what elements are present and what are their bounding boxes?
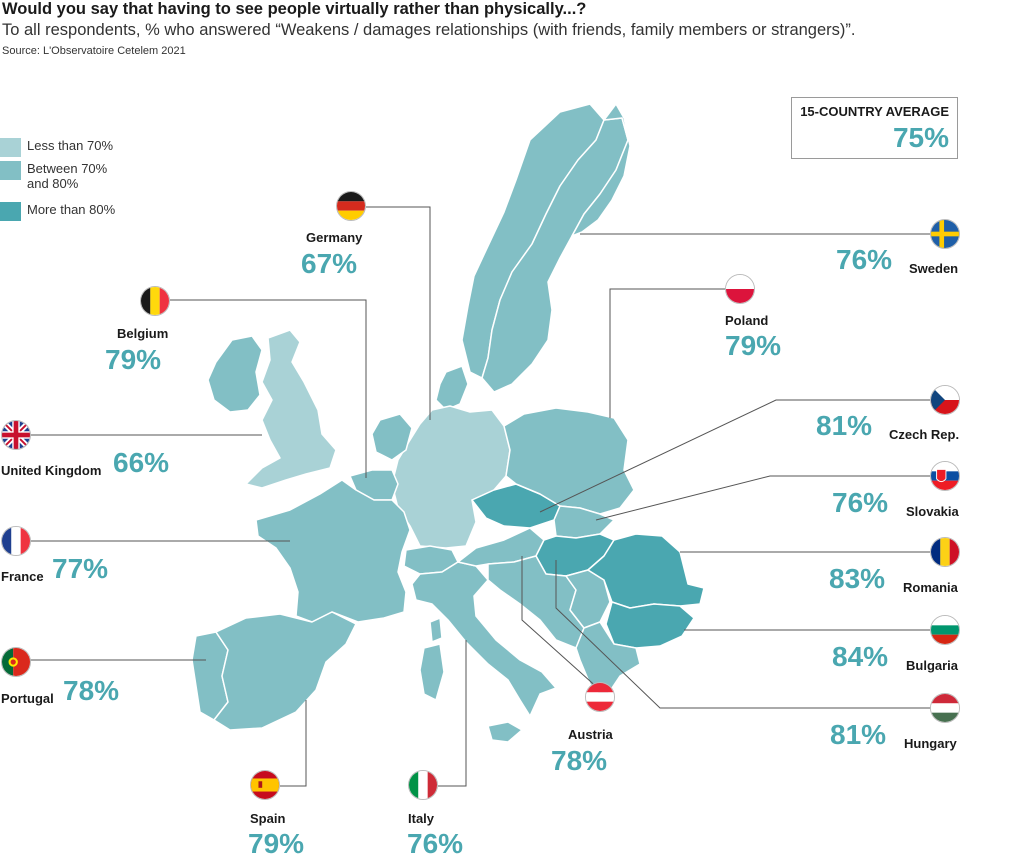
italy-flag-icon (408, 770, 438, 800)
legend-item-low: Less than 70% (0, 138, 113, 157)
greece-shape (575, 621, 641, 701)
poland-value: 79% (725, 330, 782, 361)
romania-value: 83% (829, 563, 886, 594)
leader-belgium (170, 299, 367, 478)
leader-italy (438, 640, 467, 787)
leader-poland (609, 288, 725, 418)
legend-swatch-mid (0, 161, 21, 180)
spain-name: Spain (250, 811, 286, 826)
poland-shape (503, 407, 635, 515)
sweden-name: Sweden (909, 261, 959, 276)
legend-label-mid-line1: Between 70% (27, 161, 108, 176)
bulgaria-shape (605, 601, 695, 649)
spain-value: 79% (248, 828, 305, 859)
legend-label-high: More than 80% (27, 202, 116, 217)
bulgaria-name: Bulgaria (906, 658, 959, 673)
uk-shape (245, 329, 337, 489)
bulgaria-flag-icon (930, 615, 960, 645)
uk-value: 66% (113, 447, 170, 478)
legend-label-mid: Between 70% and 80% (27, 161, 107, 191)
uk-flag-icon (1, 420, 31, 450)
italy-shape (411, 561, 557, 717)
leader-hungary (555, 560, 930, 709)
average-value: 75% (892, 122, 949, 153)
sardinia-shape (419, 643, 445, 701)
sweden-flag-icon (930, 219, 960, 249)
sicily-shape (487, 721, 523, 743)
spain-shape (213, 611, 357, 731)
denmark-shape (435, 365, 469, 411)
slovakia-name: Slovakia (906, 504, 959, 519)
chart-subtitle: To all respondents, % who answered “Weak… (2, 21, 856, 39)
leader-czech (539, 399, 930, 513)
legend-label-mid-line2: and 80% (27, 176, 79, 191)
legend-item-high: More than 80% (0, 202, 115, 221)
germany-name: Germany (306, 230, 363, 245)
austria-flag-icon (585, 682, 615, 712)
bulgaria-value: 84% (832, 641, 889, 672)
poland-name: Poland (725, 313, 769, 328)
portugal-flag-icon (1, 647, 31, 677)
legend-item-mid: Between 70% and 80% (0, 161, 107, 191)
poland-flag-icon (725, 274, 755, 304)
corsica-shape (429, 617, 443, 643)
average-label: 15-COUNTRY AVERAGE (800, 104, 949, 119)
italy-name: Italy (408, 811, 435, 826)
uk-name: United Kingdom (1, 463, 102, 478)
leader-germany (366, 206, 431, 420)
leader-austria (521, 556, 601, 691)
leader-slovakia (595, 475, 930, 521)
germany-shape (391, 405, 511, 549)
slovakia-value: 76% (832, 487, 889, 518)
italy-value: 76% (407, 828, 464, 859)
france-name: France (1, 569, 44, 584)
slovakia-flag-icon (930, 461, 960, 491)
france-flag-icon (1, 526, 31, 556)
france-shape (255, 479, 411, 623)
leader-spain (280, 700, 307, 787)
portugal-name: Portugal (1, 691, 54, 706)
average-box: 15-COUNTRY AVERAGE 75% (791, 97, 958, 159)
chart-source: Source: L'Observatoire Cetelem 2021 (2, 45, 186, 57)
leader-lines (30, 206, 944, 787)
czech-name: Czech Rep. (889, 427, 960, 442)
germany-value: 67% (301, 248, 358, 279)
hungary-name: Hungary (904, 736, 957, 751)
belgium-flag-icon (140, 286, 170, 316)
legend-label-low: Less than 70% (27, 138, 114, 153)
spain-flag-icon (250, 770, 280, 800)
ireland-shape (207, 335, 263, 413)
chart-title: Would you say that having to see people … (2, 0, 587, 18)
belgium-name: Belgium (117, 326, 169, 341)
belgium-value: 79% (105, 344, 162, 375)
legend-swatch-low (0, 138, 21, 157)
romania-name: Romania (903, 580, 958, 595)
france-value: 77% (52, 553, 109, 584)
legend-swatch-high (0, 202, 21, 221)
romania-flag-icon (930, 537, 960, 567)
sweden-value: 76% (836, 244, 893, 275)
germany-flag-icon (336, 191, 366, 221)
czech-value: 81% (816, 410, 873, 441)
austria-name: Austria (568, 727, 613, 742)
austria-value: 78% (551, 745, 608, 776)
portugal-value: 78% (63, 675, 120, 706)
hungary-value: 81% (830, 719, 887, 750)
czech-flag-icon (930, 385, 960, 415)
hungary-flag-icon (930, 693, 960, 723)
netherlands-shape (371, 413, 413, 461)
finland-shape (571, 103, 631, 237)
